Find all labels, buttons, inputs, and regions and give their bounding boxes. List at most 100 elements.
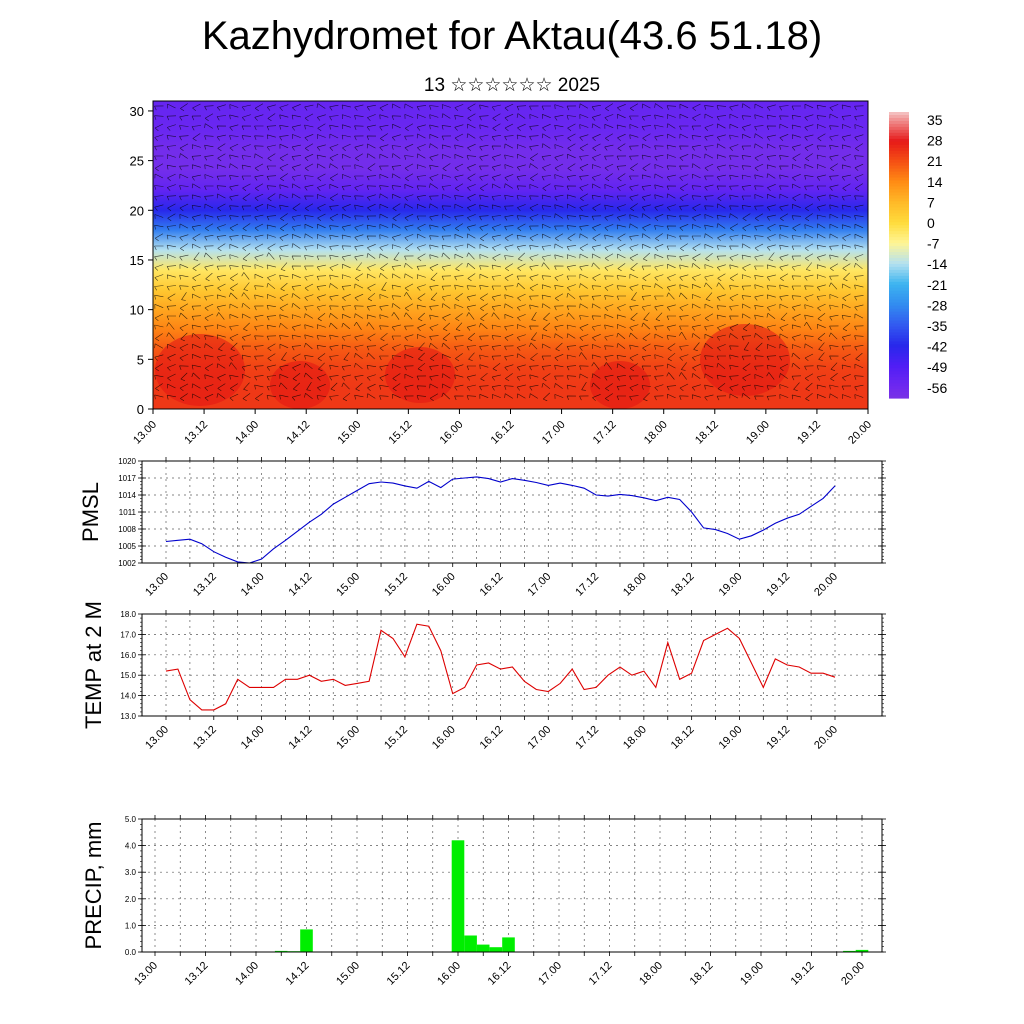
- wind-barb: [404, 345, 414, 350]
- wind-barb: [741, 384, 751, 391]
- wind-barb: [416, 175, 427, 181]
- wind-barb: [391, 335, 401, 341]
- wind-barb: [779, 204, 789, 211]
- wind-barb: [579, 184, 589, 191]
- wind-barb: [354, 283, 364, 289]
- wind-barb: [542, 183, 551, 192]
- wind-barb: [166, 115, 177, 121]
- wind-barb: [217, 373, 226, 381]
- wind-barb: [379, 203, 389, 209]
- wind-barb: [216, 185, 227, 190]
- wind-barb: [416, 265, 427, 271]
- wind-barb: [204, 335, 214, 340]
- wind-barb: [441, 252, 451, 260]
- wind-barb: [791, 334, 801, 341]
- wind-barb: [391, 312, 400, 320]
- wind-barb: [479, 183, 489, 192]
- wind-barb: [180, 332, 188, 342]
- wind-barb: [779, 254, 789, 261]
- colorbar-segment: [889, 249, 909, 253]
- wind-barb: [217, 143, 226, 152]
- wind-barb: [304, 274, 314, 281]
- colorbar-segment: [889, 171, 909, 176]
- wind-barb: [854, 163, 864, 171]
- wind-barb: [491, 374, 501, 381]
- wind-barb: [417, 114, 426, 119]
- wind-barb: [529, 105, 539, 111]
- wind-barb: [304, 233, 313, 239]
- wind-barb: [766, 335, 777, 341]
- wind-barb: [179, 173, 189, 179]
- wind-barb: [716, 294, 726, 301]
- wind-barb: [741, 185, 752, 191]
- wind-barb: [416, 105, 427, 111]
- wind-barb: [729, 375, 739, 381]
- wind-barb: [541, 382, 551, 390]
- wind-barb: [279, 114, 289, 120]
- wind-barb: [579, 264, 589, 271]
- wind-barb: [654, 365, 664, 371]
- wind-barb: [491, 345, 502, 351]
- wind-barb: [491, 174, 501, 181]
- wind-barb: [329, 364, 339, 370]
- colorbar-segment: [889, 377, 909, 381]
- wind-barb: [504, 345, 514, 351]
- wind-barb: [429, 342, 438, 350]
- wind-barb: [167, 353, 176, 361]
- wind-barb: [716, 154, 726, 160]
- wind-barb: [166, 124, 176, 131]
- wind-barb: [292, 203, 301, 212]
- wind-barb: [379, 374, 389, 382]
- wind-barb: [367, 244, 376, 252]
- wind-barb: [541, 343, 551, 349]
- wind-barb: [491, 204, 501, 210]
- wind-barb: [355, 262, 363, 271]
- wind-barb: [854, 384, 864, 391]
- wind-barb: [366, 104, 376, 111]
- y-tick-label: 30: [130, 104, 144, 119]
- x-tick-label: 14.12: [287, 724, 315, 752]
- wind-barb: [854, 223, 864, 229]
- wind-barb: [479, 273, 489, 279]
- wind-barb: [466, 133, 476, 139]
- wind-barb: [592, 344, 601, 349]
- wind-barb: [554, 274, 564, 281]
- wind-barb: [504, 314, 514, 319]
- wind-barb: [391, 185, 402, 190]
- wind-barb: [316, 255, 326, 261]
- wind-barb: [529, 245, 539, 250]
- colorbar-segment: [889, 138, 909, 143]
- colorbar-segment: [889, 174, 909, 179]
- wind-barb: [666, 165, 677, 171]
- wind-barb: [567, 143, 576, 152]
- wind-barb: [617, 173, 626, 182]
- wind-barb: [229, 244, 239, 249]
- wind-barb: [566, 395, 577, 401]
- wind-barb: [843, 252, 850, 261]
- wind-barb: [204, 174, 214, 179]
- wind-barb: [266, 185, 277, 190]
- wind-barb: [591, 174, 601, 181]
- wind-barb: [229, 303, 239, 309]
- wind-barb: [729, 264, 739, 270]
- wind-barb: [491, 335, 502, 340]
- wind-barb: [566, 354, 576, 360]
- wind-barb: [254, 294, 264, 300]
- colorbar-segment: [889, 290, 909, 295]
- wind-barb: [429, 324, 439, 331]
- wind-barb: [667, 263, 676, 269]
- wind-barb: [192, 263, 201, 272]
- wind-barb: [504, 143, 514, 149]
- colorbar-segment: [889, 362, 909, 366]
- wind-barb: [304, 372, 313, 380]
- wind-barb: [692, 173, 701, 179]
- wind-barb: [230, 283, 238, 292]
- wind-barb: [529, 125, 539, 131]
- wind-barb: [292, 234, 301, 239]
- colorbar-label: -35: [927, 318, 947, 334]
- x-tick-label: 13.12: [183, 960, 211, 988]
- wind-barb: [417, 293, 426, 302]
- wind-barb: [829, 213, 839, 219]
- colorbar-segment: [889, 305, 909, 310]
